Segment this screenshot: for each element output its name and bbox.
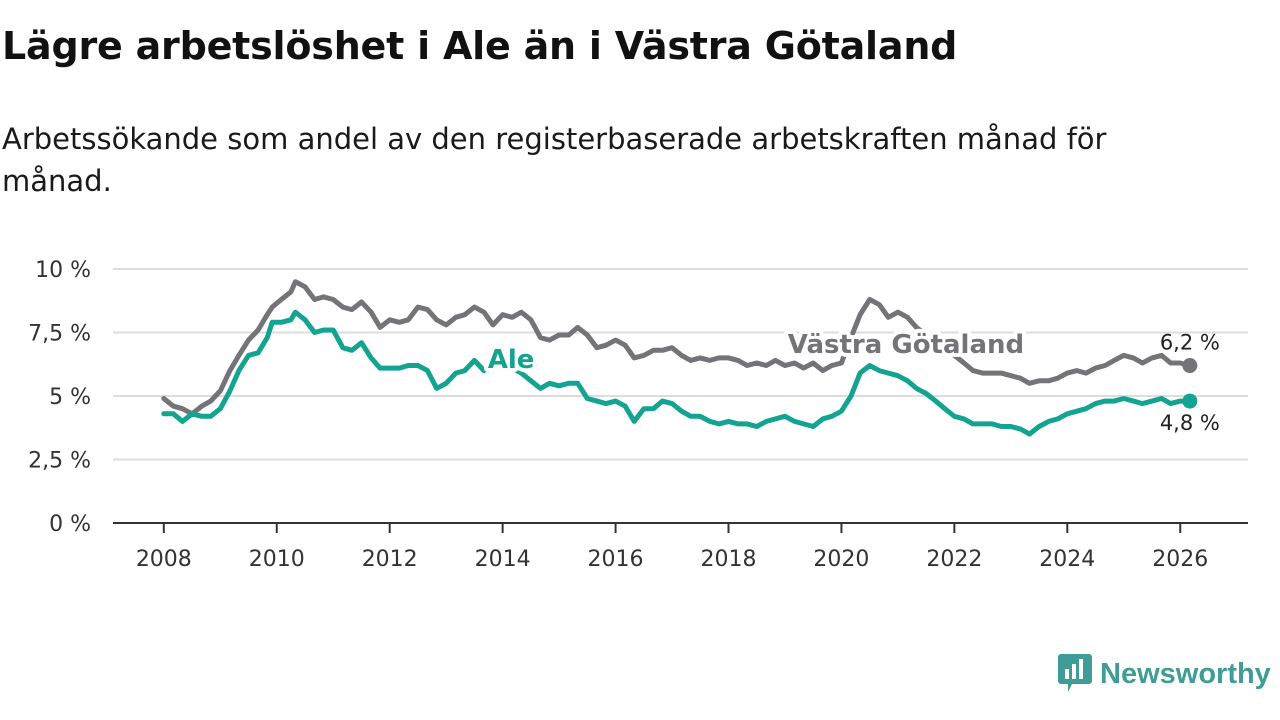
series-lines	[161, 279, 1198, 437]
x-tick-label: 2014	[475, 547, 531, 572]
x-tick-label: 2022	[926, 547, 982, 572]
y-tick-label: 10 %	[35, 258, 91, 283]
end-value-label: 6,2 %	[1160, 331, 1220, 355]
x-tick-label: 2012	[362, 547, 418, 572]
chart-title: Lägre arbetslöshet i Ale än i Västra Göt…	[2, 24, 958, 68]
end-value-label: 4,8 %	[1160, 411, 1220, 435]
newsworthy-logo-icon	[1058, 654, 1092, 692]
gridlines	[113, 268, 1248, 461]
x-tick-label: 2010	[249, 547, 305, 572]
x-tick-label: 2020	[813, 547, 869, 572]
y-tick-label: 7,5 %	[28, 322, 91, 347]
end-point-v-stra-g-taland	[1182, 358, 1198, 374]
newsworthy-logo: Newsworthy	[1058, 654, 1271, 694]
series-label-halo: Västra Götaland	[788, 330, 1024, 360]
x-axis: 2008 2010 2012 2014 2016 2018 2020 2022 2024 2026	[113, 522, 1248, 572]
y-axis-tick-labels: 0 % 2,5 % 5 % 7,5 % 10 %	[28, 258, 91, 537]
series-label-halo: Ale	[488, 345, 535, 375]
series-line-v-stra-g-taland	[161, 279, 1193, 417]
x-tick-label: 2016	[588, 547, 644, 572]
line-chart: 0 % 2,5 % 5 % 7,5 % 10 % 2008 2010 2012 2014 201…	[28, 258, 1248, 572]
x-tick-label: 2018	[700, 547, 756, 572]
x-tick-label: 2024	[1039, 547, 1095, 572]
chart-subtitle: Arbetssökande som andel av den registerb…	[2, 122, 1107, 198]
series-label-ale: Ale	[488, 345, 535, 375]
y-tick-label: 0 %	[49, 512, 91, 537]
x-tick-label: 2008	[136, 547, 192, 572]
y-tick-label: 2,5 %	[28, 449, 91, 474]
newsworthy-logo-text: Newsworthy	[1100, 657, 1271, 690]
series-label-v-stra-g-taland: Västra Götaland	[788, 330, 1024, 360]
series-line-ale	[161, 309, 1193, 437]
x-tick-label: 2026	[1152, 547, 1208, 572]
y-tick-label: 5 %	[49, 385, 91, 410]
end-point-ale	[1182, 393, 1198, 409]
